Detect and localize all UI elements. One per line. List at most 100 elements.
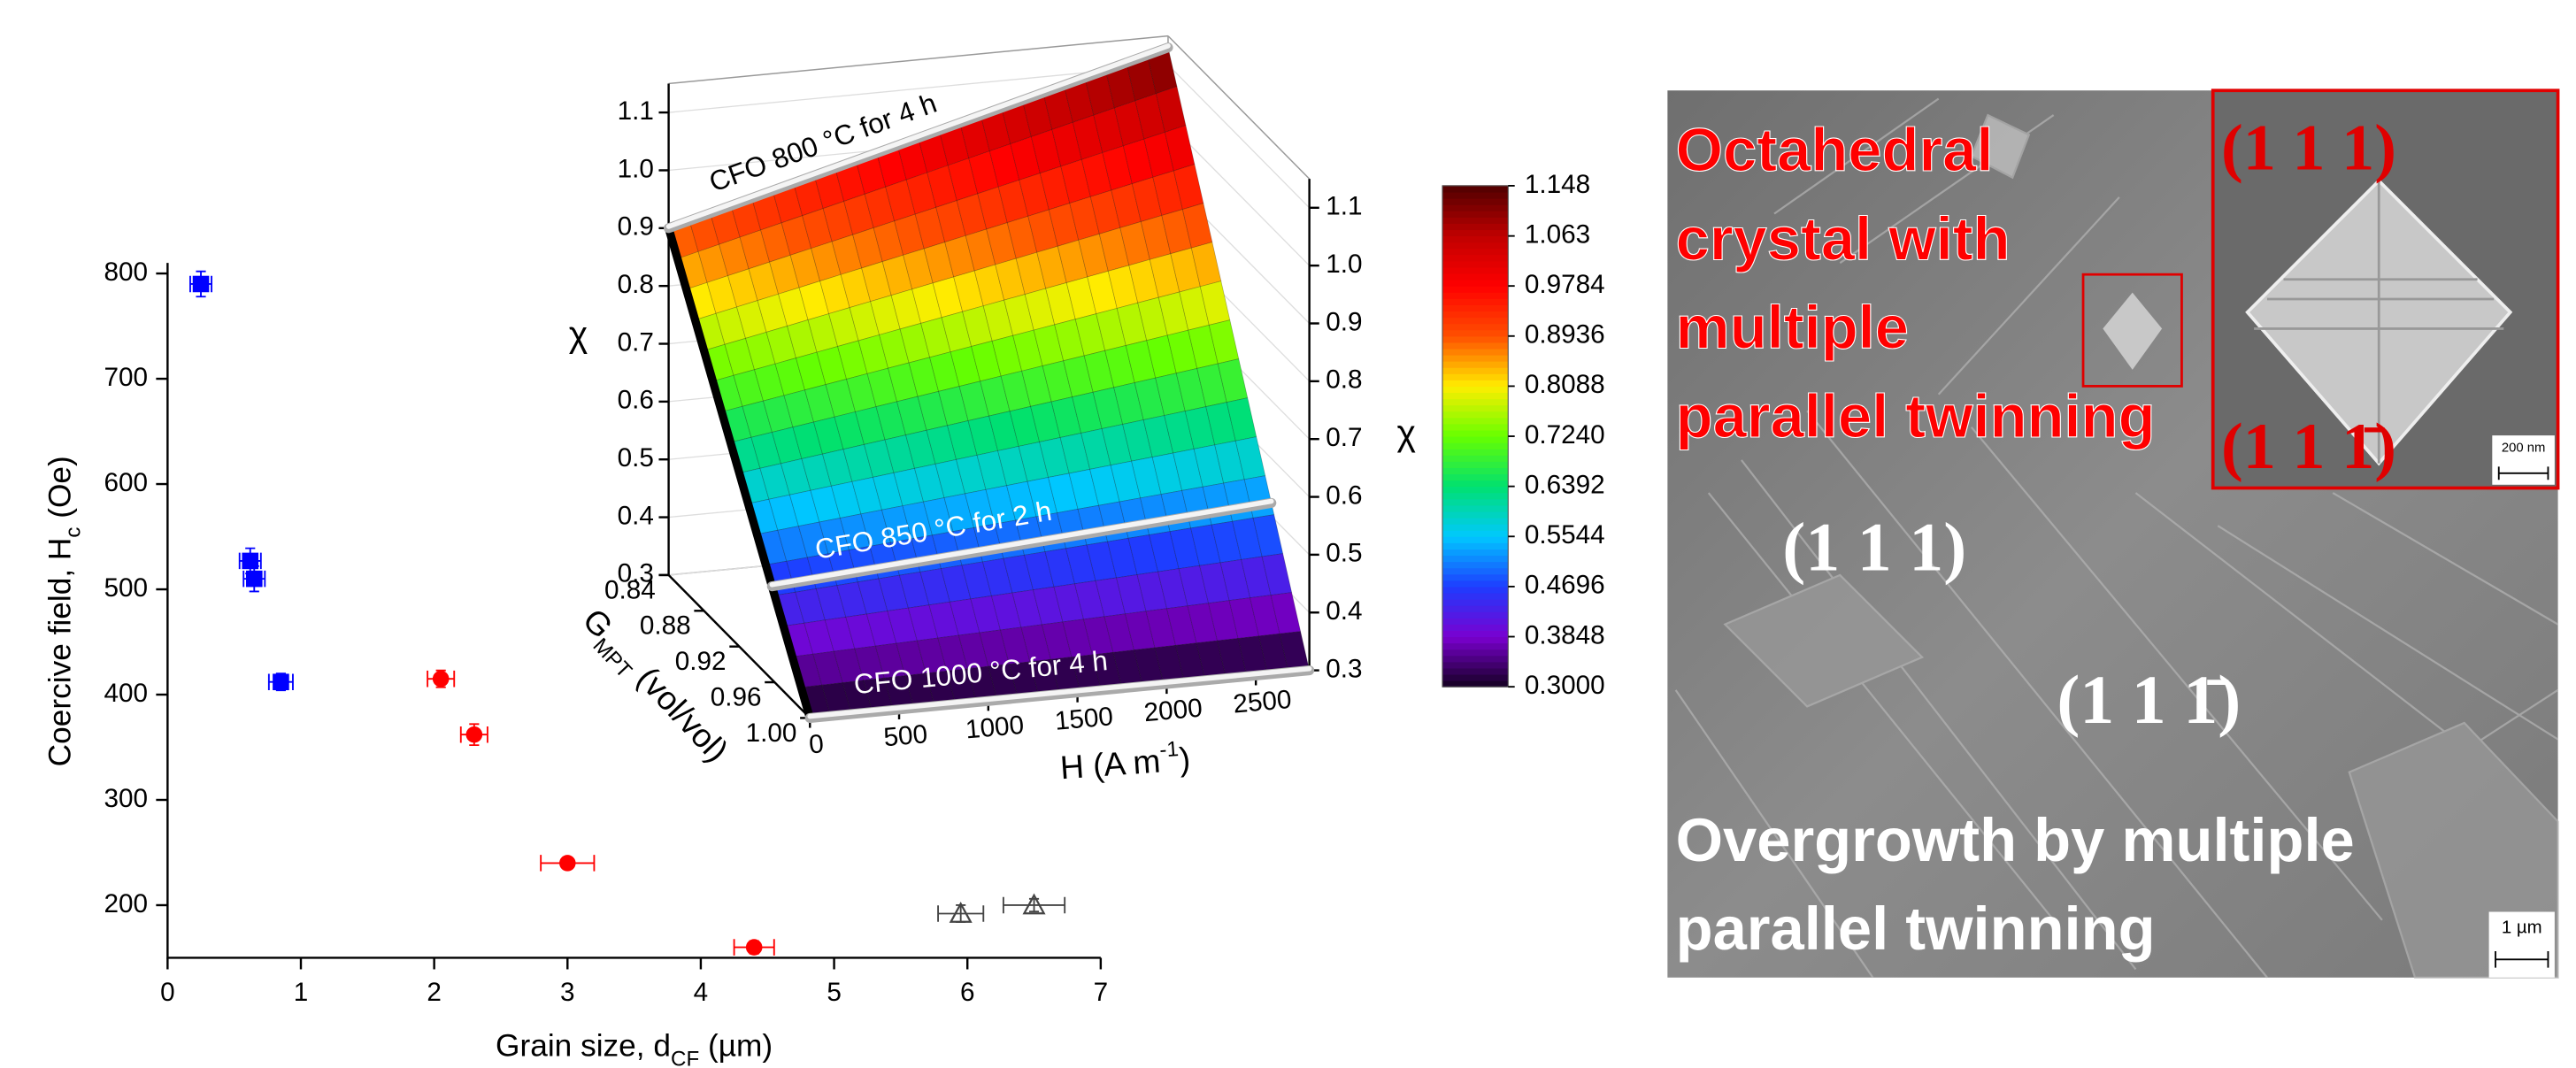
colorbar-tick-label: 0.9784 (1525, 270, 1605, 299)
y-tick-label: 500 (104, 573, 149, 603)
label-text: Grain size, d (496, 1029, 671, 1064)
z-tick-label: 0.3 (1326, 654, 1362, 683)
colorbar-cell (1442, 667, 1508, 674)
x-tick-label: 5 (827, 978, 842, 1007)
colorbar-cell (1442, 404, 1508, 411)
colorbar-cell (1442, 498, 1508, 505)
z-tick-label: 0.7 (618, 327, 654, 357)
x-axis-label: Grain size, dCF (µm) (496, 1029, 773, 1068)
colorbar-cell (1442, 461, 1508, 468)
z-tick-label: 0.8 (1326, 365, 1362, 395)
colorbar-cell (1442, 480, 1508, 487)
z-tick-label: 0.9 (618, 212, 654, 242)
surface-plot: 0.30.30.40.40.50.50.60.60.70.70.80.80.90… (604, 36, 1605, 760)
colorbar-cell (1442, 611, 1508, 619)
colorbar-cell (1442, 642, 1508, 649)
point (193, 276, 210, 293)
colorbar-cell (1442, 618, 1508, 625)
colorbar-cell (1442, 429, 1508, 436)
colorbar-cell (1442, 280, 1508, 287)
label-text: Coercive field, H (43, 538, 78, 767)
colorbar-cell (1442, 386, 1508, 393)
colorbar-tick-label: 0.3000 (1525, 671, 1605, 700)
point (246, 571, 263, 588)
colorbar-cell (1442, 455, 1508, 462)
colorbar-cell (1442, 586, 1508, 593)
plane-label: (1 1 1̄) (2221, 411, 2396, 483)
colorbar-cell (1442, 286, 1508, 293)
z-tick-label: 0.5 (1326, 539, 1362, 568)
colorbar-cell (1442, 530, 1508, 537)
colorbar-cell (1442, 673, 1508, 680)
point (273, 673, 289, 690)
colorbar-cell (1442, 561, 1508, 568)
colorbar-cell (1442, 204, 1508, 211)
colorbar-cell (1442, 198, 1508, 205)
colorbar-cell (1442, 636, 1508, 643)
colorbar-cell (1442, 486, 1508, 493)
x-tick-label: 2 (427, 978, 442, 1007)
colorbar-cell (1442, 442, 1508, 449)
x-tick-label: 3 (560, 978, 575, 1007)
label-unit: (µm) (699, 1029, 773, 1064)
colorbar-cell (1442, 517, 1508, 524)
label-superscript: -1 (1158, 737, 1179, 762)
h-tick-label: 2000 (1142, 694, 1203, 728)
g-tick-label: 0.88 (640, 611, 691, 641)
colorbar-cell (1442, 599, 1508, 606)
z-tick-label: 0.4 (618, 501, 654, 530)
colorbar-tick-label: 0.5544 (1525, 520, 1605, 549)
g-tick-label: 0.84 (604, 575, 656, 604)
colorbar-cell (1442, 467, 1508, 474)
plane-label: (1 1 1) (1782, 509, 1966, 585)
colorbar-cell (1442, 555, 1508, 562)
figure: 20030040050060070080001234567 Coercive f… (0, 0, 2576, 1068)
z-tick-label: 0.6 (618, 386, 654, 415)
colorbar-cell (1442, 298, 1508, 305)
colorbar-cell (1442, 348, 1508, 355)
point (559, 855, 576, 872)
colorbar-cell (1442, 235, 1508, 242)
annotation-line: parallel twinning (1676, 895, 2156, 963)
colorbar-tick-label: 0.8936 (1525, 320, 1605, 350)
colorbar-cell (1442, 217, 1508, 224)
scale-label: 200 nm (2502, 442, 2546, 456)
colorbar-cell (1442, 592, 1508, 599)
point (433, 671, 450, 688)
colorbar-cell (1442, 661, 1508, 668)
h-tick-label: 500 (882, 719, 928, 752)
scale-label: 1 µm (2502, 918, 2542, 938)
colorbar-cell (1442, 524, 1508, 531)
colorbar-cell (1442, 504, 1508, 511)
x-tick-label: 6 (960, 978, 975, 1007)
colorbar-cell (1442, 342, 1508, 349)
colorbar-tick-label: 0.3848 (1525, 620, 1605, 649)
y-tick-label: 700 (104, 363, 149, 392)
z-tick-label: 0.9 (1326, 307, 1362, 336)
y-tick-label: 200 (104, 889, 149, 918)
label-subscript: CF (671, 1047, 699, 1068)
colorbar-cell (1442, 605, 1508, 612)
label-end: ) (1178, 740, 1191, 778)
colorbar-cell (1442, 536, 1508, 543)
plane-label: (1 1 1) (2221, 111, 2396, 184)
colorbar-cell (1442, 317, 1508, 324)
y-tick-label: 300 (104, 784, 149, 813)
colorbar-cell (1442, 248, 1508, 255)
z-axis-label: χ (569, 314, 588, 355)
label-subscript: c (61, 527, 85, 538)
colorbar-cell (1442, 242, 1508, 249)
annotation-line: crystal with (1676, 204, 2011, 273)
z-tick-label: 0.7 (1326, 423, 1362, 452)
colorbar-cell (1442, 354, 1508, 361)
colorbar-cell (1442, 185, 1508, 192)
h-tick-label: 1500 (1054, 702, 1115, 736)
colorbar-cell (1442, 191, 1508, 198)
colorbar-cell (1442, 304, 1508, 311)
colorbar-cell (1442, 392, 1508, 399)
micrograph: Octahedral crystal with multiple paralle… (1667, 90, 2557, 978)
colorbar-cell (1442, 649, 1508, 656)
h-tick-label: 0 (808, 729, 825, 759)
g-tick-label: 1.00 (746, 718, 797, 748)
colorbar-cell (1442, 292, 1508, 299)
